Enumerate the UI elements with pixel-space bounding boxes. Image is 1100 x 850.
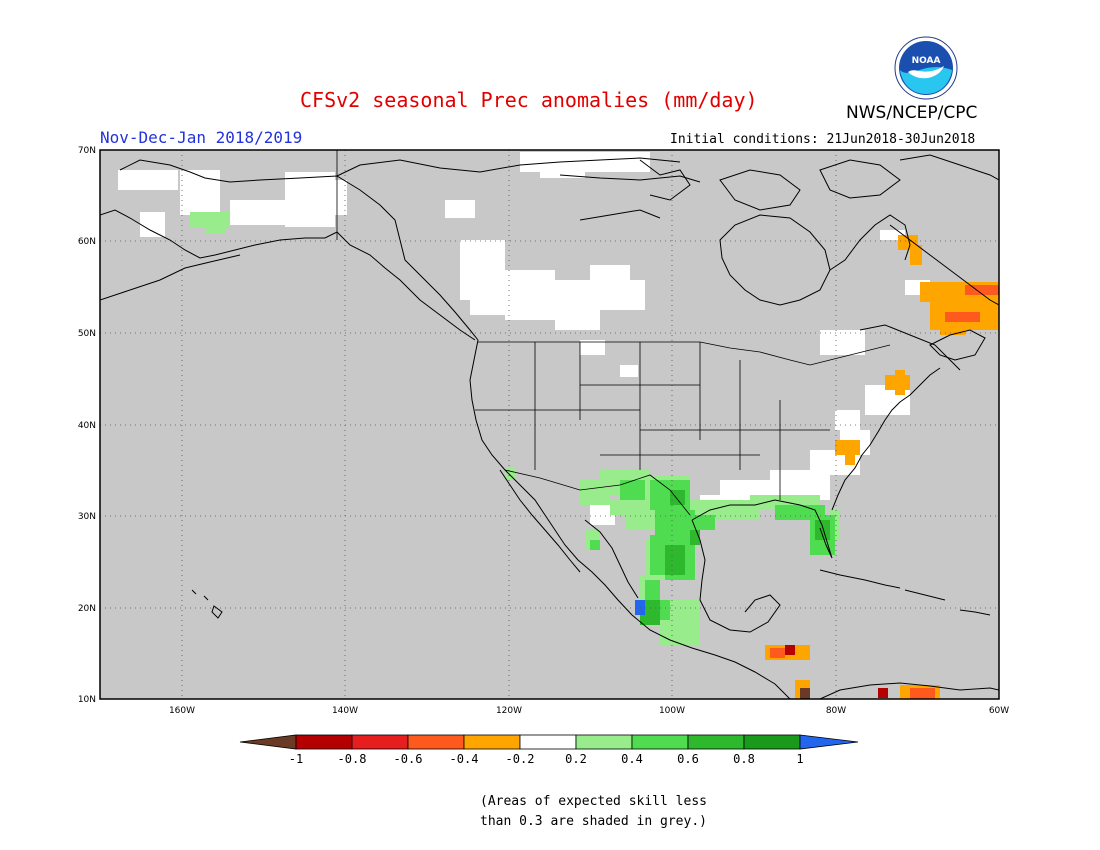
season-label: Nov-Dec-Jan 2018/2019 xyxy=(100,128,303,147)
wet-anomaly-extreme xyxy=(635,600,645,615)
colorbar-segment xyxy=(687,734,745,750)
colorbar-segment xyxy=(743,734,801,750)
colorbar-label: -1 xyxy=(289,752,303,766)
lat-label: 70N xyxy=(78,146,96,156)
dry-anomaly-medium xyxy=(770,285,999,699)
colorbar-segment xyxy=(351,734,409,750)
colorbar-label: 0.2 xyxy=(565,752,587,766)
lat-label: 20N xyxy=(78,604,96,614)
colorbar-label: -0.2 xyxy=(506,752,535,766)
colorbar-label: 0.6 xyxy=(677,752,699,766)
colorbar-segment xyxy=(575,734,633,750)
colorbar-label: -0.8 xyxy=(338,752,367,766)
map-background xyxy=(100,150,999,699)
agency-label: NWS/NCEP/CPC xyxy=(846,103,978,123)
lat-label: 60N xyxy=(78,237,96,247)
lat-label: 30N xyxy=(78,512,96,522)
lat-label: 40N xyxy=(78,421,96,431)
coastlines xyxy=(100,154,999,699)
skill-footnote: (Areas of expected skill less than 0.3 a… xyxy=(480,792,707,832)
colorbar-segment xyxy=(631,734,689,750)
lat-label: 50N xyxy=(78,329,96,339)
lat-labels: 70N 60N 50N 40N 30N 20N 10N xyxy=(78,146,96,705)
lon-label: 120W xyxy=(496,706,522,716)
colorbar-segment xyxy=(407,734,465,750)
colorbar-segment xyxy=(519,734,577,750)
colorbar-label: -0.4 xyxy=(450,752,479,766)
map-title: CFSv2 seasonal Prec anomalies (mm/day) xyxy=(300,88,758,112)
lon-labels: 160W 140W 120W 100W 80W 60W xyxy=(169,706,1009,716)
colorbar-segment xyxy=(295,734,353,750)
colorbar-label: -0.6 xyxy=(394,752,423,766)
near-normal-areas xyxy=(118,152,930,525)
footnote-line: than 0.3 are shaded in grey.) xyxy=(480,814,707,829)
lon-label: 160W xyxy=(169,706,195,716)
logo-text: NOAA xyxy=(912,56,941,66)
colorbar-label: 0.4 xyxy=(621,752,643,766)
political-boundaries xyxy=(336,150,891,516)
colorbar-high-arrow xyxy=(799,734,859,750)
lon-label: 80W xyxy=(826,706,846,716)
colorbar-label: 1 xyxy=(796,752,803,766)
colorbar-low-arrow xyxy=(239,734,297,750)
footnote-line: (Areas of expected skill less xyxy=(480,794,707,809)
lat-label: 10N xyxy=(78,695,96,705)
colorbar xyxy=(239,734,859,750)
lon-label: 100W xyxy=(659,706,685,716)
colorbar-label: 0.8 xyxy=(733,752,755,766)
colorbar-labels: -1 -0.8 -0.6 -0.4 -0.2 0.2 0.4 0.6 0.8 1 xyxy=(289,752,804,766)
lon-label: 140W xyxy=(332,706,358,716)
noaa-logo-icon: NOAA xyxy=(894,36,958,100)
initial-conditions: Initial conditions: 21Jun2018-30Jun2018 xyxy=(670,132,976,147)
lon-label: 60W xyxy=(989,706,1009,716)
map-frame xyxy=(99,149,1000,700)
dry-anomaly-strong xyxy=(785,645,888,698)
colorbar-segment xyxy=(463,734,521,750)
dry-anomaly-extreme xyxy=(800,688,810,699)
